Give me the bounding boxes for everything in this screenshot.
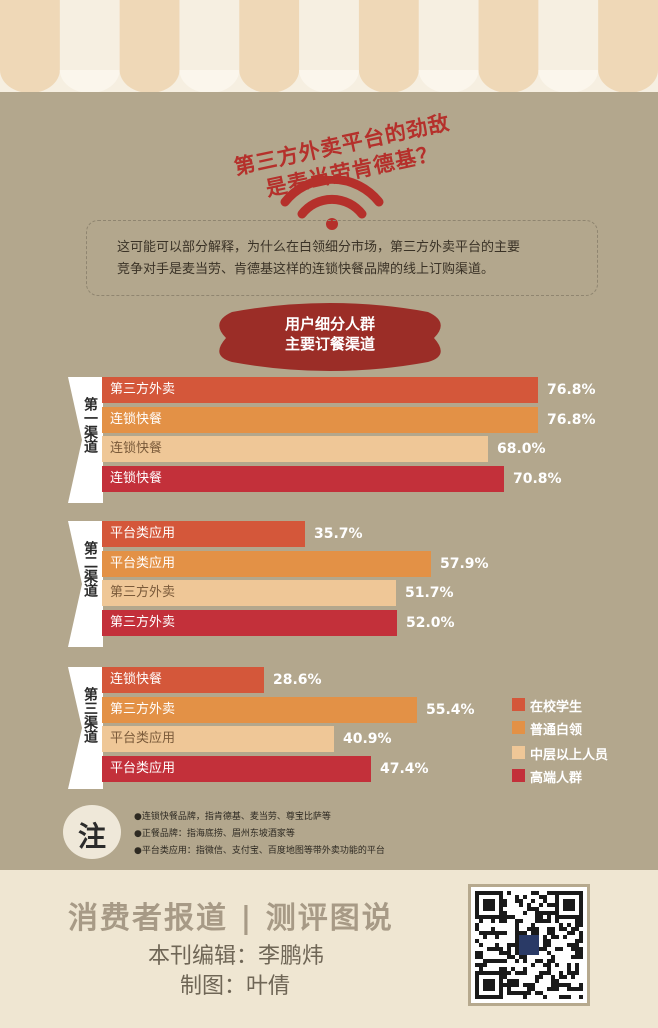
note-line-3: ●平台类应用：指微信、支付宝、百度地图等带外卖功能的平台 [134, 846, 385, 856]
wifi-icon [280, 176, 384, 230]
legend-swatch [512, 698, 525, 711]
bar-channel-label: 平台类应用 [110, 731, 176, 746]
qr-code[interactable] [468, 884, 590, 1006]
bar-value-label: 35.7% [314, 526, 363, 542]
bar [102, 580, 396, 606]
bar-value-label: 40.9% [343, 731, 392, 747]
bar-value-label: 51.7% [405, 585, 454, 601]
bar-channel-label: 第三方外卖 [110, 585, 176, 600]
banner-line-2: 主要订餐渠道 [284, 335, 375, 353]
bar-value-label: 28.6% [273, 672, 322, 688]
footer-designer: 制图：叶倩 [180, 974, 291, 999]
intro-box: 这可能可以部分解释，为什么在白领细分市场，第三方外卖平台的主要 竞争对手是麦当劳… [86, 220, 598, 296]
bar [102, 755, 371, 782]
bar [102, 436, 488, 462]
bar-value-label: 57.9% [440, 555, 489, 572]
bar-channel-label: 连锁快餐 [110, 411, 163, 427]
note-badge [63, 805, 121, 859]
bar-value-label: 68.0% [497, 441, 546, 457]
bar [102, 550, 431, 577]
bar [102, 406, 538, 433]
bar-channel-label: 平台类应用 [110, 526, 176, 541]
footer-editor: 本刊编辑：李鹏炜 [148, 944, 325, 969]
bar-channel-label: 第三方外卖 [110, 701, 176, 717]
bar [102, 609, 397, 636]
ribbon-banner [219, 303, 441, 371]
legend-label: 高端人群 [530, 771, 583, 786]
bar-value-label: 70.8% [513, 470, 562, 487]
bar [102, 377, 538, 403]
bar-value-label: 52.0% [406, 614, 455, 631]
bar-channel-label: 连锁快餐 [110, 470, 163, 486]
channel-group-label: 第一渠道 [82, 397, 98, 453]
banner-line-1: 用户细分人群 [284, 315, 375, 333]
legend-swatch [512, 769, 525, 782]
bar-channel-label: 平台类应用 [110, 555, 176, 571]
bar-channel-label: 第三方外卖 [110, 614, 176, 630]
note-line-2: ●正餐品牌：指海底捞、眉州东坡酒家等 [134, 829, 295, 839]
legend-label: 在校学生 [530, 700, 583, 715]
note-line-1: ●连锁快餐品牌，指肯德基、麦当劳、尊宝比萨等 [134, 812, 331, 822]
bar-channel-label: 连锁快餐 [110, 441, 163, 456]
bar-channel-label: 第三方外卖 [110, 382, 176, 397]
footer-title: 消费者报道 | 测评图说 [68, 901, 394, 936]
legend-label: 普通白领 [530, 723, 583, 738]
bar [102, 521, 305, 547]
bar [102, 696, 417, 723]
note-mark: 注 [77, 820, 106, 853]
bar-value-label: 76.8% [547, 411, 596, 428]
bar-value-label: 47.4% [380, 760, 429, 777]
bar-value-label: 55.4% [426, 701, 475, 718]
legend-swatch [512, 746, 525, 759]
intro-line-2: 竞争对手是麦当劳、肯德基这样的连锁快餐品牌的线上订购渠道。 [117, 262, 495, 277]
legend-label: 中层以上人员 [530, 748, 609, 763]
bar [102, 465, 504, 492]
bar-channel-label: 平台类应用 [110, 760, 176, 776]
bar [102, 667, 264, 693]
legend-swatch [512, 721, 525, 734]
channel-group-label: 第三渠道 [82, 687, 98, 743]
awning-decoration [0, 0, 658, 92]
bar-value-label: 76.8% [547, 382, 596, 398]
intro-line-1: 这可能可以部分解释，为什么在白领细分市场，第三方外卖平台的主要 [117, 240, 521, 255]
channel-group-label: 第二渠道 [82, 541, 98, 597]
bar [102, 726, 334, 752]
bar-channel-label: 连锁快餐 [110, 672, 163, 687]
